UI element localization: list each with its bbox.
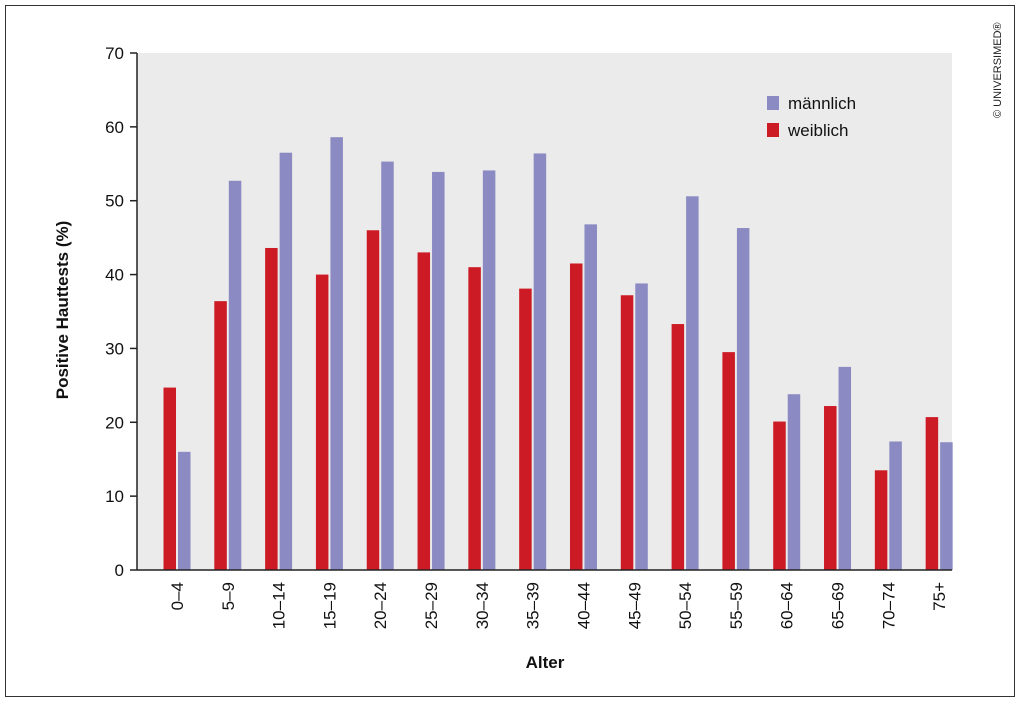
bar-maennlich — [686, 196, 699, 571]
bar-weiblich — [671, 324, 685, 570]
y-tick-label: 0 — [115, 561, 124, 580]
x-tick-label: 40–44 — [574, 582, 593, 629]
bar-maennlich — [635, 283, 648, 570]
bar-weiblich — [824, 406, 837, 570]
legend-swatch — [767, 96, 779, 110]
chart-frame — [5, 5, 1015, 697]
bar-maennlich — [584, 224, 597, 570]
y-tick-label: 40 — [105, 266, 124, 285]
y-tick-label: 30 — [105, 339, 124, 358]
bar-maennlich — [838, 366, 852, 570]
legend-swatch — [767, 123, 779, 137]
bar-maennlich — [178, 451, 191, 570]
bar-weiblich — [366, 230, 380, 570]
legend-label: weiblich — [787, 121, 848, 140]
x-tick-label: 60–64 — [778, 582, 797, 629]
bar-maennlich — [330, 137, 343, 570]
x-tick-label: 15–19 — [320, 582, 339, 629]
bar-weiblich — [620, 295, 634, 570]
y-axis-title: Positive Hauttests (%) — [53, 221, 72, 400]
bar-weiblich — [315, 274, 329, 570]
bar-weiblich — [722, 352, 735, 570]
x-tick-label: 75+ — [930, 582, 949, 611]
bar-maennlich — [482, 170, 496, 570]
x-tick-label: 65–69 — [829, 582, 848, 629]
bar-weiblich — [519, 288, 532, 570]
x-tick-label: 25–29 — [422, 582, 441, 629]
x-tick-label: 50–54 — [676, 582, 695, 629]
bar-weiblich — [569, 263, 583, 570]
legend-label: männlich — [788, 94, 856, 113]
bar-weiblich — [163, 387, 176, 570]
bar-maennlich — [228, 180, 242, 570]
x-tick-label: 70–74 — [879, 582, 898, 629]
bars-group — [163, 137, 953, 571]
x-tick-label: 10–14 — [270, 582, 289, 629]
legend: männlich weiblich — [767, 94, 856, 140]
axes-group — [136, 53, 952, 571]
bar-weiblich — [265, 247, 278, 571]
bar-weiblich — [925, 417, 939, 570]
x-tick-label: 35–39 — [524, 582, 543, 629]
x-axis-title: Alter — [526, 653, 565, 672]
y-ticks-group: 0 10 20 30 40 50 60 70 — [105, 44, 137, 580]
bar-maennlich — [787, 394, 801, 570]
bar-maennlich — [736, 228, 750, 570]
bar-weiblich — [417, 252, 431, 570]
bar-maennlich — [889, 441, 902, 570]
bar-maennlich — [940, 442, 953, 570]
bar-weiblich — [468, 267, 481, 570]
bar-weiblich — [214, 301, 227, 570]
x-tick-label: 5–9 — [219, 582, 238, 610]
bar-maennlich — [533, 153, 547, 570]
y-tick-label: 50 — [105, 192, 124, 211]
bar-maennlich — [279, 152, 293, 570]
copyright-text: © UNIVERSIMED® — [992, 22, 1004, 118]
bar-maennlich — [381, 161, 394, 570]
bar-maennlich — [432, 171, 445, 570]
bar-weiblich — [773, 421, 786, 570]
x-tick-label: 30–34 — [473, 582, 492, 629]
x-ticks-group: 0–4 5–9 10–14 15–19 20–24 25–29 30–34 35–39 40–4… — [168, 582, 949, 629]
x-tick-label: 55–59 — [727, 582, 746, 629]
x-tick-label: 45–49 — [625, 582, 644, 629]
y-tick-label: 60 — [105, 118, 124, 137]
y-tick-label: 20 — [105, 413, 124, 432]
y-tick-label: 10 — [105, 487, 124, 506]
x-tick-label: 20–24 — [371, 582, 390, 629]
x-tick-label: 0–4 — [168, 582, 187, 610]
bar-weiblich — [874, 470, 888, 570]
y-tick-label: 70 — [105, 44, 124, 63]
